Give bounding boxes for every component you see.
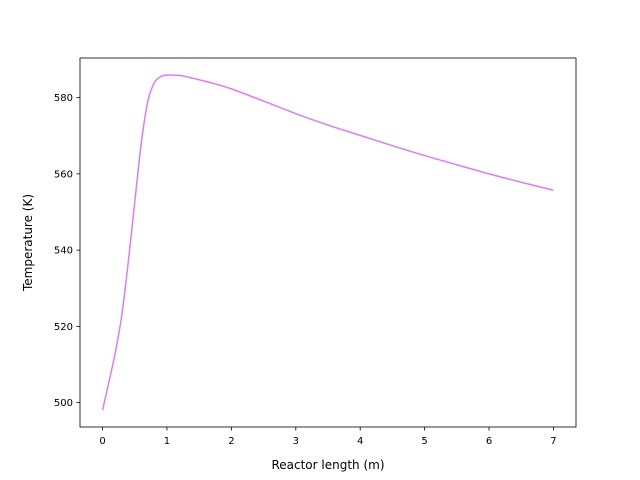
y-tick-label: 580 (54, 93, 73, 104)
temperature-series-line (101, 74, 554, 411)
x-tick-label: 5 (421, 436, 427, 447)
x-tick-label: 0 (99, 436, 105, 447)
y-tick-label: 560 (54, 169, 73, 180)
y-tick-label: 520 (54, 322, 73, 333)
x-tick-label: 2 (228, 436, 234, 447)
y-axis-ticks: 500 520 540 560 580 (54, 93, 80, 409)
x-tick-label: 4 (357, 436, 363, 447)
y-tick-label: 500 (54, 398, 73, 409)
x-tick-label: 1 (164, 436, 170, 447)
axes-frame (79, 57, 577, 428)
x-axis-label: Reactor length (m) (271, 458, 384, 472)
x-tick-label: 6 (486, 436, 492, 447)
y-axis-label: Temperature (K) (21, 194, 35, 292)
y-tick-label: 540 (54, 246, 73, 257)
x-axis-ticks: 0 1 2 3 4 5 6 7 (99, 427, 557, 447)
x-tick-label: 7 (550, 436, 556, 447)
x-tick-label: 3 (293, 436, 299, 447)
